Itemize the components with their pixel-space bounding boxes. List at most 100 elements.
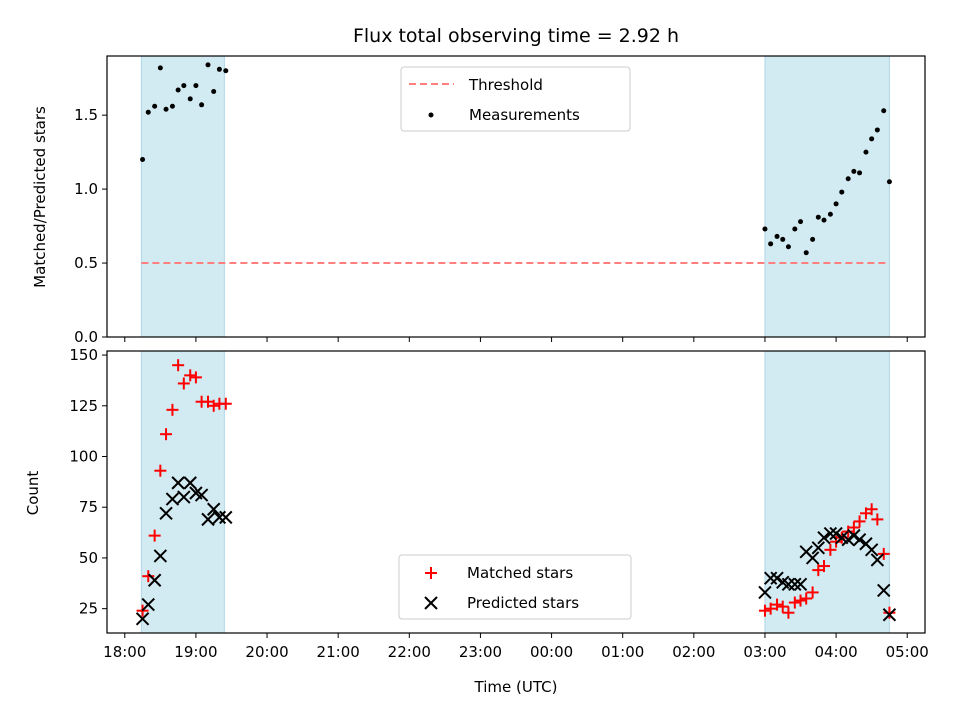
predicted-star-point bbox=[159, 506, 173, 521]
top-y-tick-label: 1.5 bbox=[74, 106, 98, 124]
predicted-star-point bbox=[141, 597, 155, 612]
matched-star-point bbox=[142, 570, 155, 583]
matched-star-point bbox=[177, 377, 190, 390]
matched-legend-label: Matched stars bbox=[467, 564, 573, 582]
predicted-star-point bbox=[171, 476, 185, 490]
measurement-point bbox=[193, 83, 199, 89]
bottom-shaded-window-1 bbox=[764, 350, 890, 634]
measurement-point bbox=[833, 201, 839, 207]
matched-star-point bbox=[782, 606, 795, 619]
predicted-star-point bbox=[183, 476, 197, 490]
predicted-star-point bbox=[194, 488, 209, 502]
top-axes-frame bbox=[106, 55, 926, 338]
x-tick-label: 03:00 bbox=[743, 643, 786, 661]
matched-star-point bbox=[160, 428, 173, 441]
x-tick-label: 20:00 bbox=[245, 643, 288, 661]
x-tick-label: 19:00 bbox=[174, 643, 217, 661]
measurement-point bbox=[785, 244, 791, 250]
measurement-point bbox=[181, 83, 187, 89]
matched-star-point bbox=[853, 515, 866, 528]
measurement-point bbox=[199, 102, 205, 108]
top-panel: 0.0 0.5 1.0 1.5 bbox=[74, 55, 926, 346]
matched-star-point bbox=[883, 606, 896, 619]
predicted-star-point bbox=[811, 541, 826, 555]
measurement-point bbox=[187, 96, 193, 102]
matched-star-point bbox=[871, 513, 884, 526]
predicted-star-point bbox=[823, 526, 838, 541]
bottom-y-axis-label: Count bbox=[24, 471, 42, 516]
predicted-star-point bbox=[852, 532, 867, 547]
measurement-point bbox=[205, 62, 211, 68]
matched-star-point bbox=[817, 560, 830, 573]
matched-star-point bbox=[800, 592, 813, 605]
threshold-legend-label: Threshold bbox=[468, 76, 543, 94]
chart-title: Flux total observing time = 2.92 h bbox=[353, 25, 679, 47]
predicted-legend-label: Predicted stars bbox=[467, 594, 579, 612]
predicted-legend-marker bbox=[424, 596, 438, 610]
measurement-point bbox=[810, 236, 816, 242]
x-tick-label: 18:00 bbox=[103, 643, 146, 661]
predicted-star-point bbox=[864, 543, 879, 557]
bottom-panel: 25 50 75 100 125 150 18:00 19:00 20:00 21:00 22:00… bbox=[69, 346, 928, 661]
matched-star-point bbox=[154, 464, 167, 477]
measurement-point bbox=[163, 106, 169, 112]
bottom-y-tick-label: 50 bbox=[79, 549, 98, 567]
measurement-point bbox=[827, 211, 833, 217]
measurement-point bbox=[857, 170, 863, 176]
measurement-point bbox=[798, 219, 804, 225]
predicted-star-point bbox=[870, 553, 885, 567]
predicted-star-point bbox=[219, 510, 233, 525]
predicted-star-point bbox=[793, 577, 808, 592]
matched-legend-marker bbox=[425, 567, 437, 579]
bottom-y-tick-label: 150 bbox=[69, 346, 98, 364]
bottom-y-tick-label: 100 bbox=[69, 447, 98, 465]
x-tick-label: 05:00 bbox=[886, 643, 929, 661]
predicted-star-point bbox=[829, 526, 843, 541]
measurement-point bbox=[762, 226, 768, 232]
predicted-star-point bbox=[177, 490, 191, 504]
predicted-star-point bbox=[201, 512, 215, 527]
matched-star-point bbox=[758, 604, 771, 617]
predicted-star-point bbox=[212, 510, 227, 525]
x-tick-label: 23:00 bbox=[459, 643, 502, 661]
top-legend: Threshold Measurements bbox=[400, 66, 631, 132]
measurement-point bbox=[803, 250, 809, 256]
measurement-point bbox=[152, 103, 158, 109]
predicted-star-point bbox=[206, 502, 221, 516]
predicted-star-point bbox=[781, 577, 796, 592]
measurements-legend-marker bbox=[428, 112, 434, 118]
matched-star-point bbox=[148, 529, 161, 542]
predicted-star-point bbox=[877, 583, 891, 598]
matched-star-point bbox=[776, 600, 789, 613]
bottom-legend-box bbox=[398, 554, 632, 620]
measurement-point bbox=[175, 87, 181, 93]
predicted-star-point bbox=[153, 549, 168, 563]
bottom-y-tick-label: 75 bbox=[79, 498, 98, 516]
predicted-star-point bbox=[147, 573, 162, 587]
top-shaded-window-0 bbox=[140, 55, 225, 338]
measurement-point bbox=[874, 127, 880, 133]
matched-star-point bbox=[764, 602, 777, 615]
bottom-legend: Matched stars Predicted stars bbox=[398, 554, 632, 620]
measurement-point bbox=[792, 226, 798, 232]
predicted-star-point bbox=[841, 532, 855, 547]
measurement-point bbox=[216, 66, 222, 72]
matched-star-point bbox=[877, 547, 890, 560]
matched-star-point bbox=[189, 371, 202, 384]
measurement-point bbox=[157, 65, 163, 71]
matched-star-point bbox=[771, 598, 784, 611]
x-tick-label: 00:00 bbox=[530, 643, 573, 661]
predicted-star-point bbox=[805, 551, 820, 565]
x-tick-label: 02:00 bbox=[672, 643, 715, 661]
measurement-point bbox=[845, 176, 851, 182]
measurement-point bbox=[140, 157, 146, 163]
measurement-point bbox=[881, 108, 887, 114]
top-y-tick-label: 1.0 bbox=[74, 180, 98, 198]
measurement-point bbox=[839, 189, 845, 195]
measurement-point bbox=[211, 88, 217, 94]
predicted-star-point bbox=[882, 608, 897, 622]
top-shaded-window-1 bbox=[764, 55, 890, 338]
predicted-star-point bbox=[770, 571, 784, 585]
matched-star-point bbox=[166, 403, 179, 416]
